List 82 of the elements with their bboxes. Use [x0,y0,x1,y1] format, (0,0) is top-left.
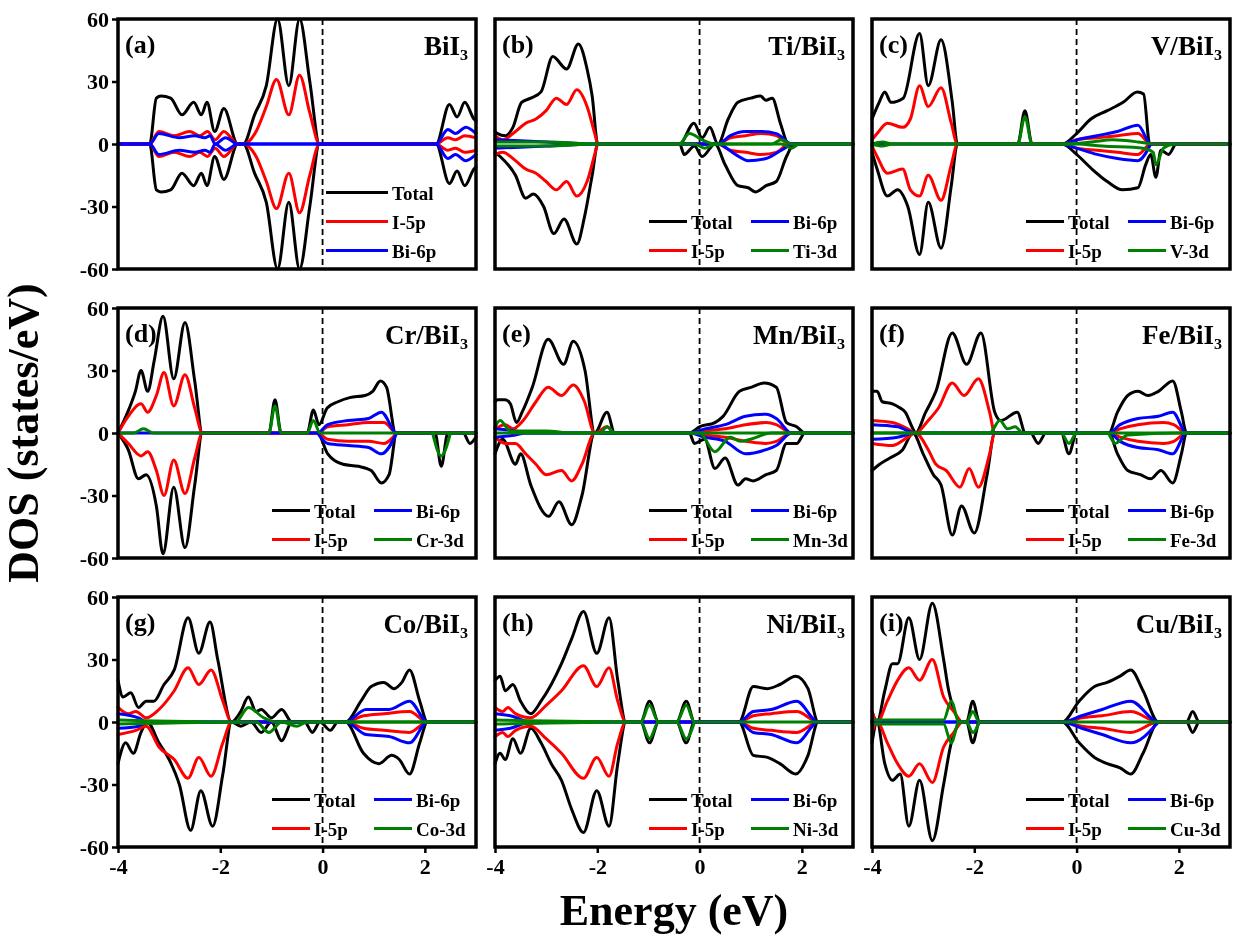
x-tick-label: 0 [694,853,706,879]
y-tick-label: -30 [79,194,109,220]
annotation: (e) [502,319,531,348]
y-tick-label: 60 [87,584,109,610]
annotation: (a) [125,30,156,59]
y-tick-label: 30 [87,647,109,673]
legend-label: V-3d [1170,240,1210,262]
legend-label: Cr-3d [416,529,465,551]
x-tick-label: -2 [588,853,607,879]
legend-label: Bi-6p [1170,211,1215,233]
chart-title: Cu/BiI₃ [1135,609,1222,639]
legend-label: Total [392,182,434,204]
x-tick-label: 2 [419,853,431,879]
legend-label: Mn-3d [793,529,849,551]
legend-label: Total [691,211,733,233]
y-tick-label: -30 [79,483,109,509]
chart-title: Mn/BiI₃ [752,320,845,350]
y-tick-label: -60 [79,834,109,860]
legend-label: Total [1068,211,1110,233]
annotation: (b) [502,30,534,59]
x-tick-label: -4 [109,853,128,879]
y-axis-title: DOS (states/eV) [0,283,48,583]
y-tick-label: 60 [87,295,109,321]
legend-label: Ti-3d [793,240,838,262]
legend-label: I-5p [314,818,348,840]
annotation: (c) [879,30,908,59]
legend-label: Ni-3d [793,818,839,840]
y-tick-label: -30 [79,772,109,798]
legend-label: Co-3d [416,818,467,840]
legend-label: Bi-6p [793,500,838,522]
x-tick-label: -4 [486,853,505,879]
y-tick-label: 30 [87,69,109,95]
legend-label: I-5p [314,529,348,551]
legend-label: I-5p [1068,240,1102,262]
legend-label: Bi-6p [1170,500,1215,522]
legend-label: Bi-6p [416,500,461,522]
y-tick-label: 60 [87,6,109,32]
legend-label: Cu-3d [1170,818,1222,840]
chart-title: Ni/BiI₃ [766,609,845,639]
x-tick-label: 2 [1173,853,1185,879]
legend-label: Bi-6p [392,240,437,262]
legend-label: I-5p [1068,529,1102,551]
chart-title: Co/BiI₃ [383,609,468,639]
legend-label: Bi-6p [416,789,461,811]
legend-label: Fe-3d [1170,529,1217,551]
x-axis-title: Energy (eV) [559,886,789,935]
legend-label: Total [1068,500,1110,522]
legend-label: I-5p [691,529,725,551]
annotation: (h) [502,608,534,637]
chart-title: V/BiI₃ [1150,31,1222,61]
legend-label: Total [314,500,356,522]
y-tick-label: 0 [98,420,109,446]
chart-title: BiI₃ [423,31,468,61]
y-tick-label: 0 [98,709,109,735]
x-tick-label: 0 [1071,853,1083,879]
annotation: (i) [879,608,904,637]
chart-title: Cr/BiI₃ [384,320,468,350]
y-tick-label: 0 [98,131,109,157]
legend-label: I-5p [691,818,725,840]
legend-label: Total [1068,789,1110,811]
annotation: (g) [125,608,156,637]
legend-label: Bi-6p [793,211,838,233]
x-tick-label: -2 [965,853,984,879]
y-tick-label: -60 [79,256,109,282]
y-tick-label: -60 [79,545,109,571]
legend-label: I-5p [691,240,725,262]
x-tick-label: 0 [317,853,329,879]
legend-label: I-5p [392,211,426,233]
chart-title: Ti/BiI₃ [768,31,845,61]
legend-label: Bi-6p [793,789,838,811]
x-tick-label: 2 [796,853,808,879]
legend-label: Bi-6p [1170,789,1215,811]
legend-label: Total [314,789,356,811]
x-tick-label: -4 [863,853,882,879]
annotation: (d) [125,319,157,348]
legend-label: Total [691,789,733,811]
chart-title: Fe/BiI₃ [1141,320,1222,350]
y-tick-label: 30 [87,358,109,384]
x-tick-label: -2 [211,853,230,879]
legend-label: Total [691,500,733,522]
annotation: (f) [879,319,905,348]
legend-label: I-5p [1068,818,1102,840]
